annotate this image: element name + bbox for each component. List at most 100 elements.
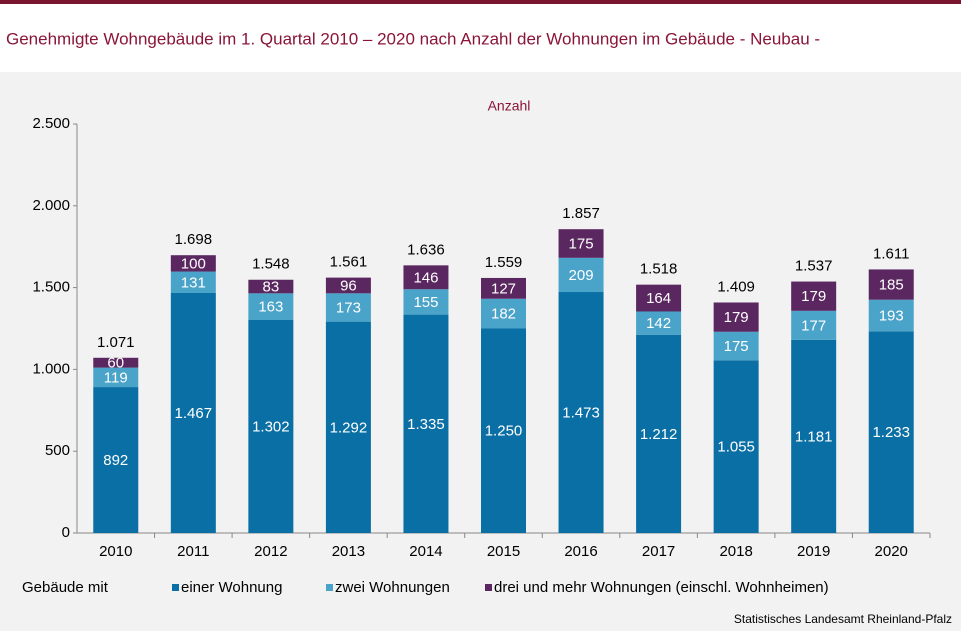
bar-segment (170, 292, 216, 533)
value-label: 83 (263, 279, 280, 296)
y-tick-label: 2.000 (32, 197, 70, 214)
bar-segment (636, 311, 682, 335)
x-tick-label: 2013 (332, 543, 365, 560)
bar-segment (248, 293, 294, 320)
total-label: 1.071 (97, 334, 135, 351)
total-label: 1.537 (795, 258, 833, 275)
bar-segment (713, 360, 759, 533)
value-label: 1.233 (872, 424, 910, 441)
value-label: 1.467 (175, 405, 213, 422)
legend-label: zwei Wohnungen (335, 579, 450, 596)
value-label: 193 (879, 307, 904, 324)
bar-segment (558, 292, 604, 533)
total-label: 1.548 (252, 256, 290, 273)
value-label: 131 (181, 274, 206, 291)
value-label: 175 (569, 235, 594, 252)
value-label: 127 (491, 280, 516, 297)
bar-segment (93, 387, 139, 533)
value-label: 96 (340, 277, 357, 294)
value-label: 100 (181, 255, 206, 272)
value-label: 155 (413, 294, 438, 311)
total-label: 1.559 (485, 254, 523, 271)
source: Statistisches Landesamt Rheinland-Pfalz (734, 612, 952, 626)
y-axis-label: Anzahl (488, 98, 531, 114)
value-label: 185 (879, 277, 904, 294)
bar-segment (325, 293, 371, 322)
bar-segment (248, 319, 294, 533)
bar-segment (868, 269, 914, 300)
value-label: 119 (104, 369, 128, 386)
x-tick-label: 2017 (642, 543, 675, 560)
value-label: 179 (801, 288, 826, 305)
x-tick-label: 2016 (564, 543, 597, 560)
bar-segment (170, 271, 216, 293)
bar-segment (558, 257, 604, 293)
value-label: 142 (646, 315, 671, 332)
value-label: 175 (724, 338, 749, 355)
legend-swatch (326, 584, 333, 591)
bar-segment (481, 328, 526, 533)
bar-segment (481, 298, 526, 329)
bar-segment (93, 357, 139, 368)
legend-title: Gebäude mit (22, 579, 109, 596)
bar-segment (636, 284, 682, 312)
value-label: 1.302 (252, 418, 290, 435)
chart-title: Genehmigte Wohngebäude im 1. Quartal 201… (6, 29, 820, 48)
title-band (0, 0, 961, 72)
x-tick-label: 2019 (797, 543, 830, 560)
total-label: 1.698 (175, 231, 213, 248)
bar-segment (248, 279, 294, 294)
value-label: 1.250 (485, 423, 523, 440)
value-label: 146 (413, 269, 438, 286)
bar-segment (791, 339, 837, 533)
bar-segment (868, 299, 914, 332)
value-label: 1.292 (330, 419, 368, 436)
total-label: 1.857 (562, 205, 600, 222)
bar-segment (403, 289, 449, 315)
value-label: 164 (646, 290, 671, 307)
value-label: 1.473 (562, 404, 600, 421)
value-label: 163 (258, 299, 283, 316)
total-label: 1.409 (717, 278, 755, 295)
bar-segment (403, 265, 449, 290)
x-tick-label: 2015 (487, 543, 520, 560)
x-tick-label: 2012 (254, 543, 287, 560)
x-tick-label: 2010 (99, 543, 132, 560)
top-border (0, 0, 961, 4)
value-label: 1.181 (795, 428, 833, 445)
bar-segment (636, 334, 682, 533)
value-label: 209 (569, 267, 594, 284)
x-tick-label: 2011 (177, 543, 209, 560)
bar-segment (868, 331, 914, 533)
bar-segment (713, 302, 759, 332)
legend-swatch (485, 584, 492, 591)
bar-segment (481, 277, 526, 299)
total-label: 1.518 (640, 261, 678, 278)
bar-segment (791, 310, 837, 340)
y-tick-label: 1.500 (32, 279, 70, 296)
x-tick-label: 2018 (719, 543, 752, 560)
x-tick-label: 2020 (875, 543, 908, 560)
bar-segment (713, 331, 759, 361)
bar-segment (325, 321, 371, 533)
value-label: 60 (107, 355, 124, 372)
y-tick-label: 1.000 (32, 360, 70, 377)
value-label: 179 (724, 309, 749, 326)
legend-label: einer Wohnung (181, 579, 282, 596)
total-label: 1.611 (873, 245, 909, 262)
y-tick-label: 2.500 (32, 115, 70, 132)
y-tick-label: 500 (45, 442, 70, 459)
legend-swatch (172, 584, 179, 591)
value-label: 177 (801, 317, 826, 334)
value-label: 1.055 (717, 439, 755, 456)
bar-segment (170, 255, 216, 272)
legend-label: drei und mehr Wohnungen (einschl. Wohnhe… (494, 579, 829, 596)
value-label: 182 (491, 306, 516, 323)
bar-segment (93, 367, 139, 388)
total-label: 1.636 (407, 241, 445, 258)
value-label: 1.212 (640, 426, 678, 443)
value-label: 173 (336, 299, 361, 316)
y-tick-label: 0 (62, 524, 70, 541)
bar-segment (403, 314, 449, 533)
